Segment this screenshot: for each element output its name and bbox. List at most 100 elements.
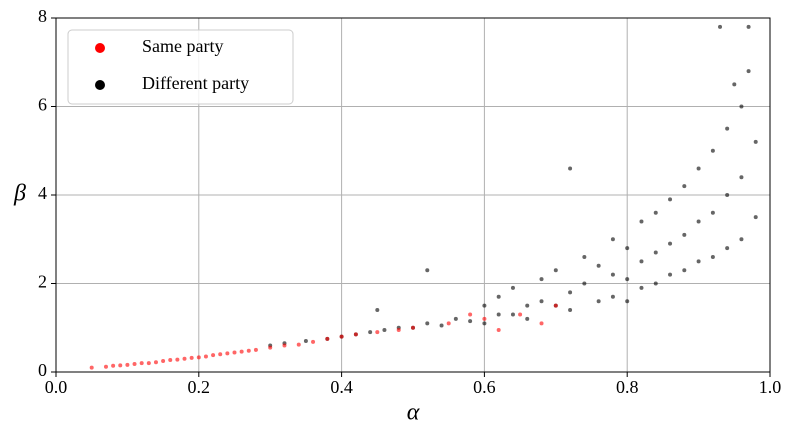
point — [682, 232, 687, 237]
legend-box — [67, 29, 294, 105]
point — [253, 347, 258, 352]
point — [103, 364, 108, 369]
point — [453, 316, 458, 321]
point — [525, 303, 530, 308]
point — [510, 285, 515, 290]
y-tick-label: 8 — [38, 6, 47, 26]
point — [518, 312, 523, 317]
point — [696, 219, 701, 224]
point — [525, 316, 530, 321]
point — [375, 308, 380, 313]
point — [668, 197, 673, 202]
point — [610, 237, 615, 242]
point — [203, 354, 208, 359]
point — [246, 348, 251, 353]
point — [568, 308, 573, 313]
point — [625, 246, 630, 251]
point — [739, 175, 744, 180]
point — [189, 355, 194, 360]
point — [568, 290, 573, 295]
y-tick-label: 2 — [38, 272, 47, 292]
point — [468, 319, 473, 324]
point — [553, 303, 558, 308]
point — [668, 241, 673, 246]
point — [539, 321, 544, 326]
point — [89, 365, 94, 370]
point — [653, 250, 658, 255]
point — [596, 299, 601, 304]
x-tick-label: 0.4 — [330, 377, 353, 397]
point — [411, 325, 415, 330]
point — [225, 351, 230, 356]
y-axis-label: β — [13, 181, 26, 207]
legend-label: Different party — [142, 73, 249, 93]
point — [553, 268, 558, 273]
point — [282, 343, 287, 348]
x-axis-label: α — [407, 400, 420, 426]
x-tick-label: 0.2 — [188, 377, 211, 397]
point — [353, 332, 358, 337]
point — [482, 316, 487, 321]
point — [746, 24, 751, 29]
point — [482, 321, 487, 326]
point — [118, 363, 123, 368]
point — [211, 353, 216, 358]
point — [218, 352, 223, 357]
point — [710, 210, 715, 215]
point — [125, 362, 130, 367]
point — [753, 139, 758, 144]
point — [382, 327, 387, 332]
point — [161, 358, 166, 363]
point — [653, 281, 658, 286]
point — [539, 299, 544, 304]
point — [510, 312, 515, 317]
point — [596, 263, 601, 268]
point — [175, 357, 180, 362]
point — [496, 312, 501, 317]
point — [732, 82, 737, 87]
plot-frame — [55, 17, 771, 373]
point — [468, 312, 473, 317]
point — [668, 272, 673, 277]
point — [232, 350, 237, 355]
legend-label: Same party — [142, 36, 223, 56]
point — [132, 362, 137, 367]
point — [710, 148, 715, 153]
point — [739, 237, 744, 242]
point — [111, 363, 116, 368]
point — [746, 69, 751, 74]
point — [625, 299, 630, 304]
point — [718, 24, 723, 29]
point — [146, 361, 151, 366]
point — [696, 166, 701, 171]
point — [710, 254, 715, 259]
y-tick-label: 0 — [38, 360, 47, 380]
point — [325, 336, 330, 341]
point — [496, 327, 501, 332]
point — [682, 268, 687, 273]
point — [539, 277, 544, 282]
point — [482, 303, 487, 308]
point — [496, 294, 501, 299]
point — [425, 321, 430, 326]
legend-marker — [95, 43, 105, 53]
point — [639, 259, 644, 264]
point — [439, 323, 444, 328]
point — [196, 355, 201, 360]
point — [139, 361, 144, 366]
point — [296, 342, 301, 347]
point — [153, 360, 158, 365]
point — [446, 321, 451, 326]
y-tick-label: 6 — [38, 95, 47, 115]
point — [725, 246, 730, 251]
point — [339, 334, 344, 339]
point — [375, 330, 380, 335]
point — [682, 184, 687, 189]
point — [568, 166, 573, 171]
point — [303, 339, 308, 344]
point — [425, 268, 430, 273]
point — [753, 215, 758, 220]
point — [653, 210, 658, 215]
